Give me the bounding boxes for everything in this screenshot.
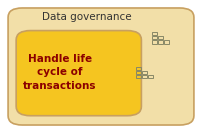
- FancyBboxPatch shape: [16, 31, 141, 116]
- Text: Data governance: Data governance: [42, 12, 132, 22]
- Bar: [142, 71, 147, 74]
- Bar: [136, 67, 141, 70]
- Bar: [136, 75, 141, 78]
- Bar: [152, 32, 157, 35]
- Bar: [142, 75, 147, 78]
- Bar: [158, 40, 163, 43]
- Bar: [158, 36, 163, 40]
- Bar: [148, 75, 153, 78]
- FancyBboxPatch shape: [8, 8, 194, 125]
- Bar: [164, 40, 169, 43]
- Bar: [152, 36, 157, 40]
- Bar: [136, 71, 141, 74]
- Text: Handle life
cycle of
transactions: Handle life cycle of transactions: [23, 54, 96, 91]
- Bar: [152, 40, 157, 43]
